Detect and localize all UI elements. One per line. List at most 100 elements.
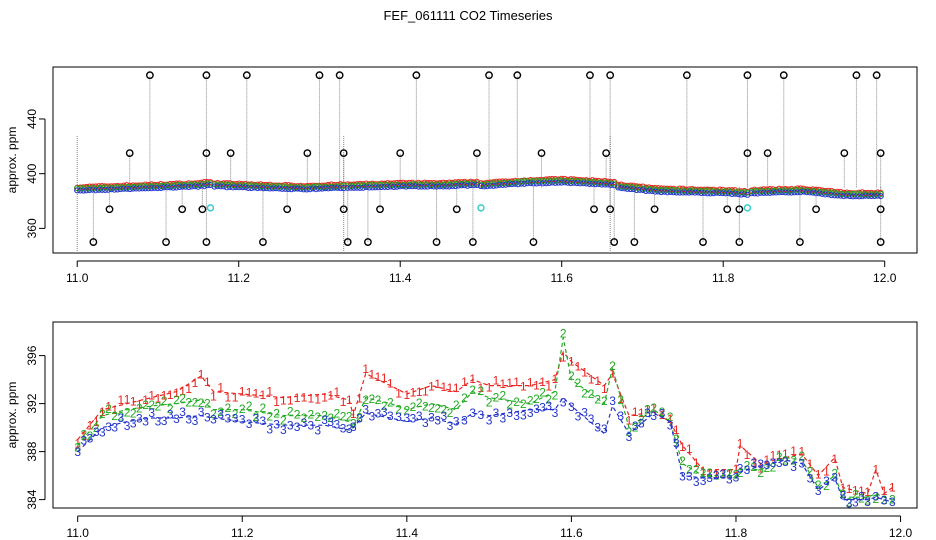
series2-marker: 2 bbox=[667, 410, 674, 424]
series2-point bbox=[788, 187, 795, 194]
plot-frame bbox=[52, 66, 918, 254]
series3-line bbox=[77, 396, 893, 503]
series3-marker: 3 bbox=[673, 436, 680, 450]
series3-point bbox=[154, 184, 161, 192]
outlier-point bbox=[606, 205, 615, 214]
outlier-point bbox=[586, 71, 594, 80]
series3-marker: 3 bbox=[568, 400, 575, 414]
series2-marker: 2 bbox=[638, 412, 645, 426]
x-tick-label: 11.8 bbox=[712, 271, 735, 285]
series1-marker: 1 bbox=[686, 442, 693, 456]
series2-point bbox=[679, 187, 686, 194]
series3-marker: 3 bbox=[726, 472, 733, 486]
outlier-point bbox=[242, 71, 251, 80]
series1-point bbox=[384, 180, 391, 187]
series3-marker: 3 bbox=[362, 403, 369, 417]
series2-point bbox=[306, 183, 313, 190]
series2-marker: 2 bbox=[327, 411, 334, 425]
series3-marker: 3 bbox=[552, 406, 559, 420]
series1-point bbox=[393, 179, 401, 187]
series2-point bbox=[692, 187, 699, 194]
series1-marker: 1 bbox=[273, 395, 280, 409]
outlier-point bbox=[202, 149, 211, 158]
series2-point bbox=[136, 183, 143, 190]
series1-marker: 1 bbox=[375, 370, 382, 384]
series2-point bbox=[542, 177, 550, 185]
series3-point bbox=[198, 182, 205, 189]
series1-marker: 1 bbox=[307, 391, 314, 405]
series2-marker: 2 bbox=[679, 454, 686, 468]
series2-marker: 2 bbox=[744, 458, 751, 472]
series3-marker: 3 bbox=[173, 412, 180, 426]
series2-point bbox=[430, 181, 437, 188]
series3-point bbox=[436, 183, 444, 190]
series2-marker: 2 bbox=[375, 393, 382, 407]
series3-marker: 3 bbox=[99, 426, 106, 440]
series1-marker: 1 bbox=[142, 393, 149, 407]
series3-marker: 3 bbox=[594, 421, 601, 435]
series3-marker: 3 bbox=[881, 493, 888, 507]
series1-point bbox=[396, 179, 404, 186]
series3-point bbox=[728, 190, 736, 198]
series2-point bbox=[710, 188, 717, 195]
series3-marker: 3 bbox=[266, 422, 273, 436]
series2-marker: 2 bbox=[356, 410, 363, 424]
series2-marker: 2 bbox=[340, 410, 347, 424]
outlier-point bbox=[343, 238, 352, 246]
outlier-point bbox=[513, 71, 522, 80]
series1-point bbox=[421, 179, 428, 186]
series2-marker: 2 bbox=[831, 467, 838, 481]
series3-marker: 3 bbox=[798, 457, 805, 471]
series3-marker: 3 bbox=[873, 489, 880, 503]
series3-marker: 3 bbox=[539, 400, 546, 414]
series1-marker: 1 bbox=[356, 392, 363, 406]
outlier-point bbox=[723, 205, 732, 214]
series2-point bbox=[285, 184, 292, 191]
outlier-point bbox=[303, 149, 312, 158]
series1-marker: 1 bbox=[632, 405, 639, 419]
outlier-point bbox=[162, 238, 170, 246]
series2-point bbox=[652, 186, 659, 193]
series3-marker: 3 bbox=[659, 407, 666, 421]
series2-marker: 2 bbox=[539, 386, 546, 400]
series3-marker: 3 bbox=[204, 411, 211, 425]
series3-marker: 3 bbox=[846, 497, 853, 511]
series3-marker: 3 bbox=[217, 408, 224, 422]
series1-marker: 1 bbox=[403, 388, 410, 402]
series1-marker: 1 bbox=[74, 437, 81, 451]
series3-marker: 3 bbox=[155, 415, 162, 429]
series2-point bbox=[698, 187, 705, 195]
series3-marker: 3 bbox=[782, 455, 789, 469]
series3-point bbox=[424, 183, 431, 190]
outlier-point bbox=[473, 149, 481, 158]
series3-marker: 3 bbox=[334, 418, 341, 432]
series2-point bbox=[840, 190, 847, 197]
series1-marker: 1 bbox=[527, 376, 534, 390]
series3-marker: 3 bbox=[617, 409, 624, 423]
y-tick-label: 360 bbox=[25, 218, 39, 238]
series1-marker: 1 bbox=[737, 437, 744, 451]
series3-marker: 3 bbox=[831, 471, 838, 485]
series2-marker: 2 bbox=[469, 383, 476, 397]
outlier-point bbox=[743, 71, 752, 80]
series1-marker: 1 bbox=[486, 380, 493, 394]
outlier-point bbox=[283, 205, 292, 214]
series2-point bbox=[766, 187, 774, 194]
series2-marker: 2 bbox=[673, 432, 680, 446]
series2-point bbox=[763, 187, 770, 195]
series2-point bbox=[877, 190, 884, 198]
cal-point bbox=[477, 204, 485, 212]
series1-marker: 1 bbox=[105, 399, 112, 413]
series1-marker: 1 bbox=[410, 385, 417, 399]
series2-marker: 2 bbox=[782, 454, 789, 468]
series1-marker: 1 bbox=[148, 388, 155, 402]
series1-marker: 1 bbox=[327, 388, 334, 402]
series2-marker: 2 bbox=[686, 462, 693, 476]
series2-marker: 2 bbox=[737, 466, 744, 480]
series1-marker: 1 bbox=[539, 375, 546, 389]
outlier-point bbox=[412, 71, 421, 80]
series2-point bbox=[188, 181, 195, 188]
series1-point bbox=[285, 181, 292, 189]
series2-marker: 2 bbox=[334, 407, 341, 421]
series1-marker: 1 bbox=[395, 387, 402, 401]
